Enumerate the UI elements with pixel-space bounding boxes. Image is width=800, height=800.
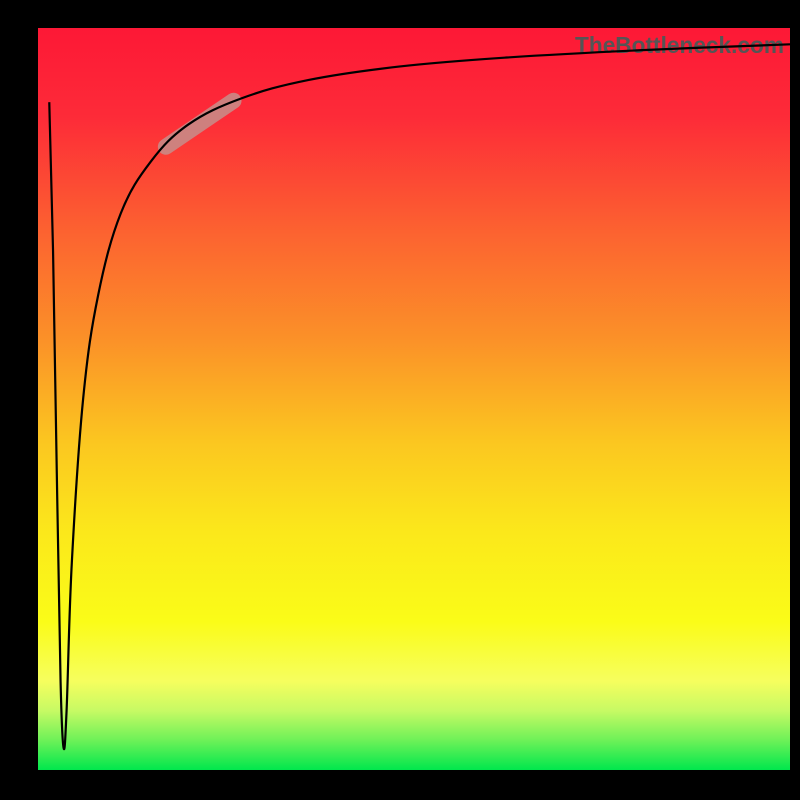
chart-frame: TheBottleneck.com [0,0,800,800]
bottleneck-curve [49,44,790,749]
curve-layer [38,28,790,770]
plot-area: TheBottleneck.com [38,28,790,770]
highlight-segment [166,101,234,147]
